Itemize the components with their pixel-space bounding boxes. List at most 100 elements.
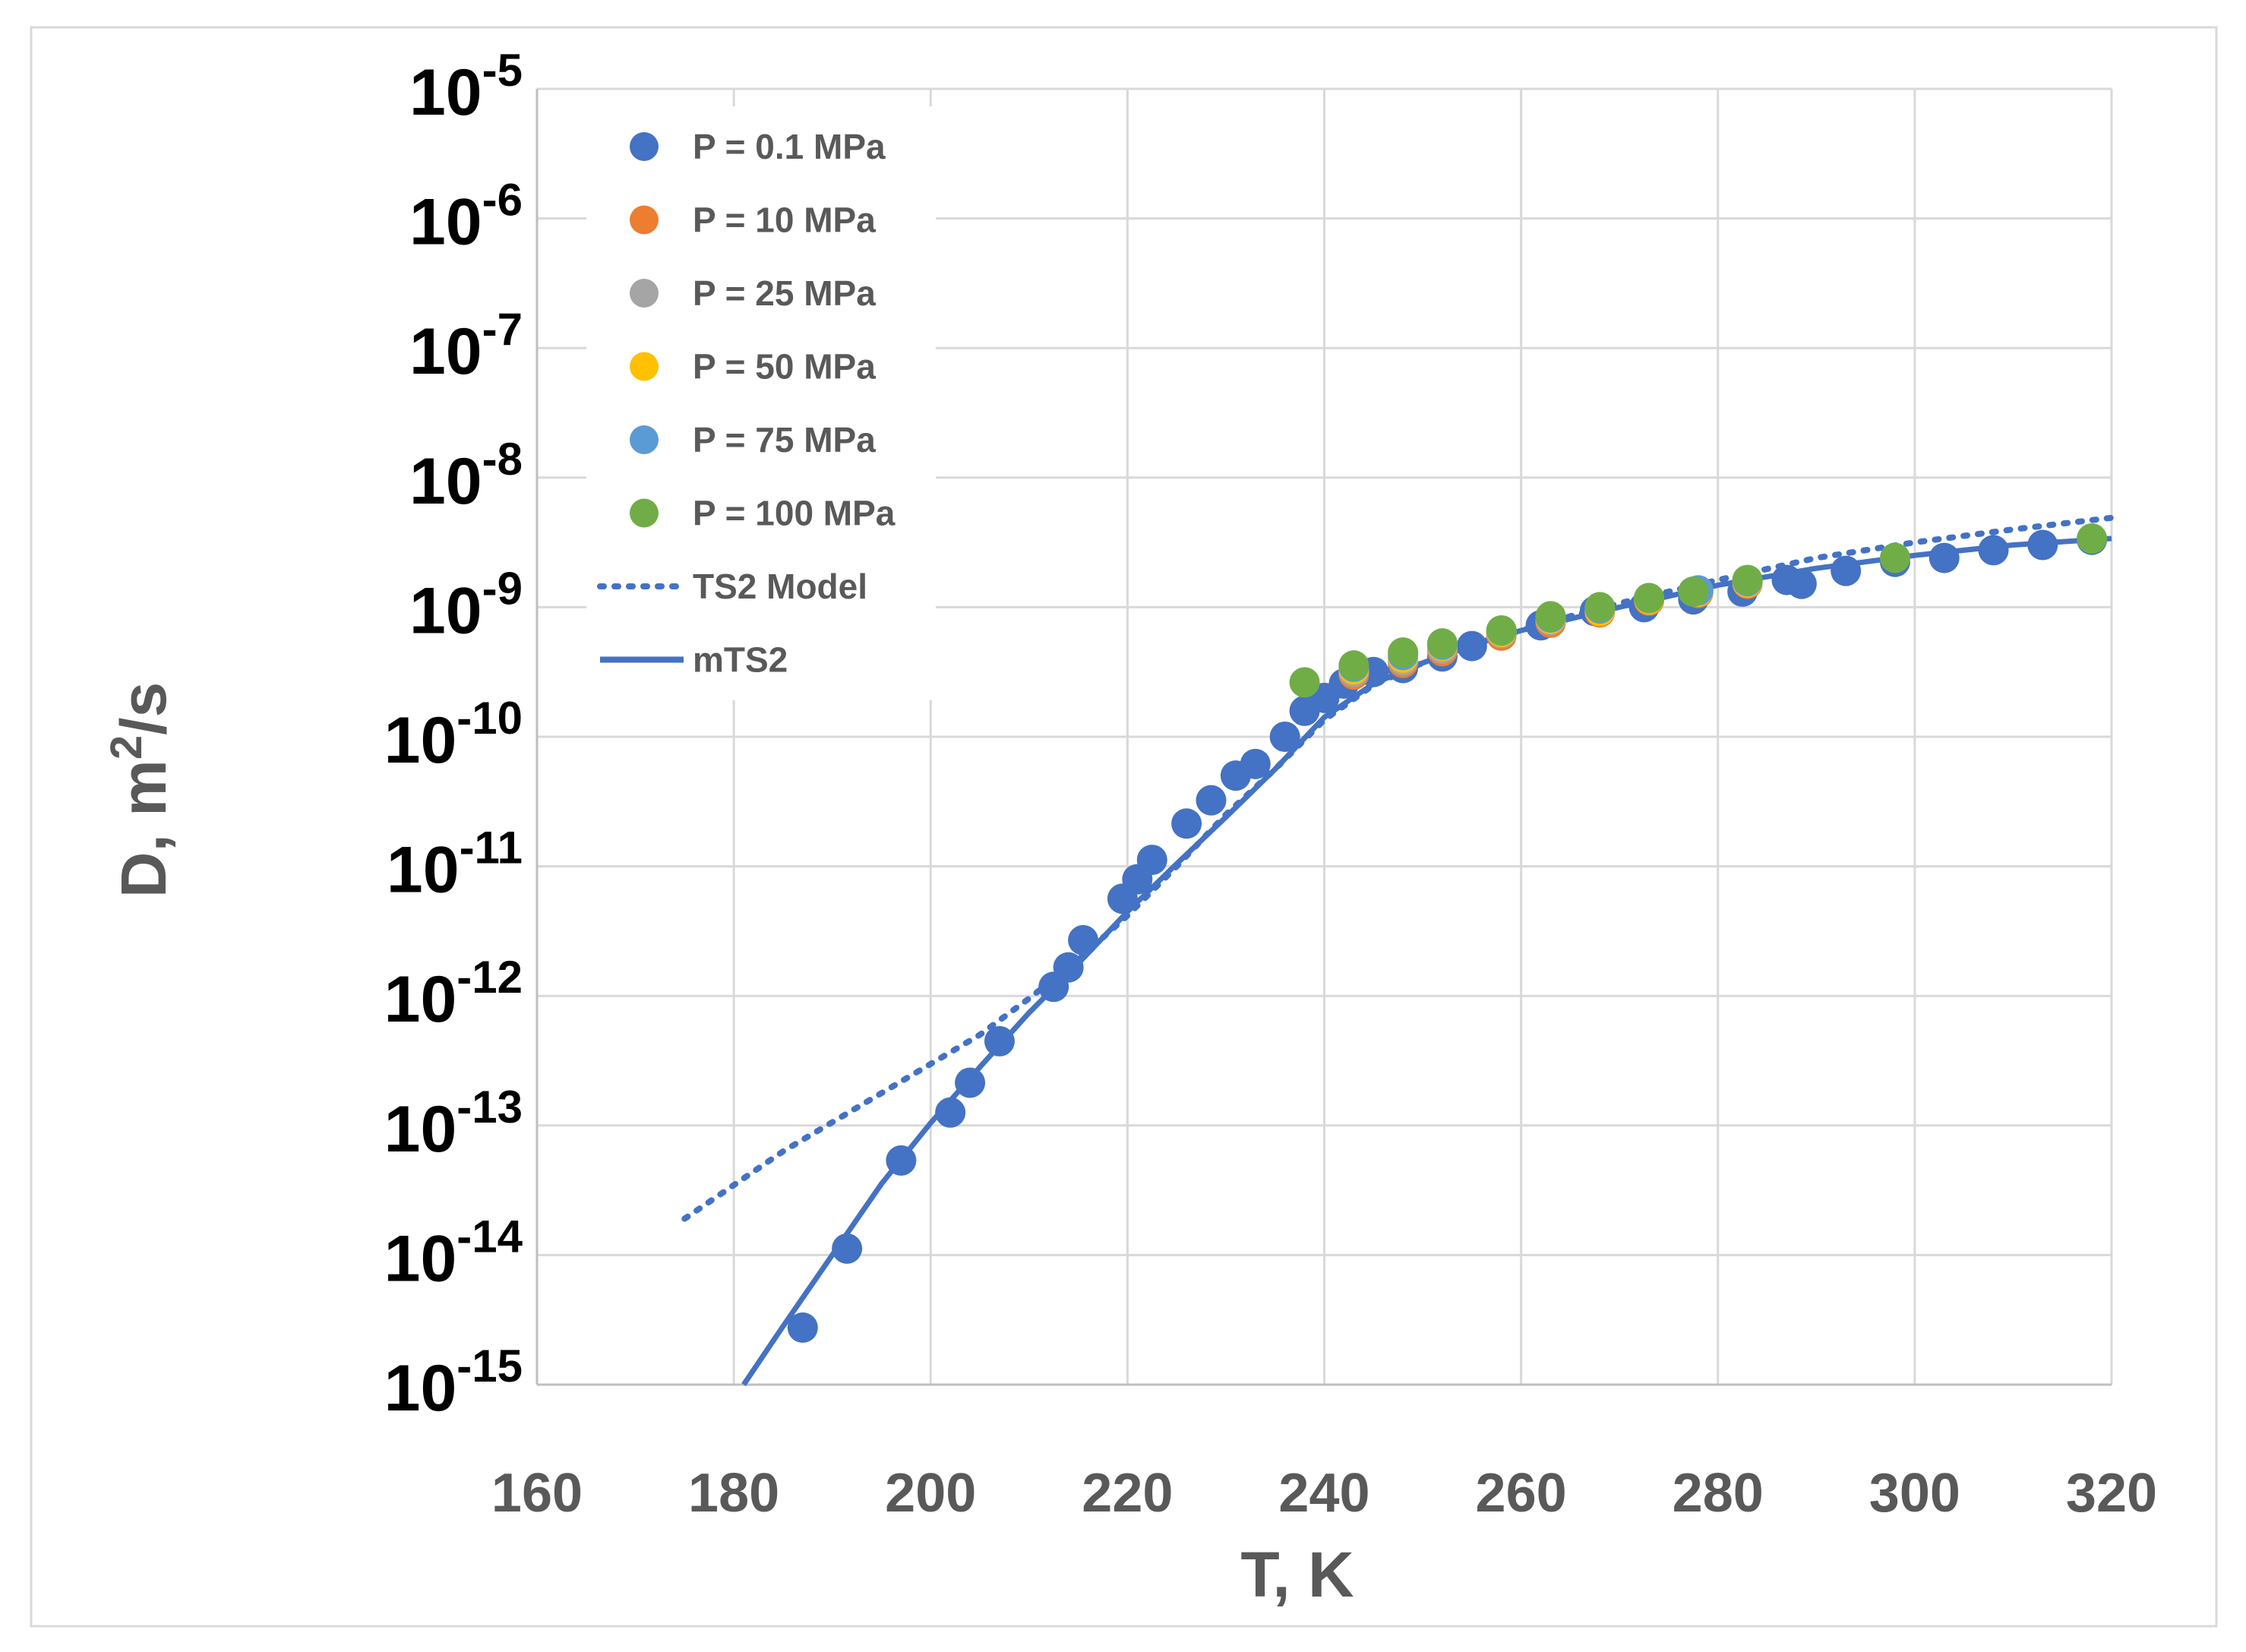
p-0-1-mpa-point [1978, 535, 2009, 566]
ts2-model-line [681, 514, 2115, 1222]
y-tick-label-base: 10 [384, 963, 457, 1036]
y-tick-label-base: 10 [384, 1222, 457, 1295]
p-0-1-mpa-point [955, 1067, 986, 1098]
p-0-1-mpa-point [1053, 952, 1084, 983]
p-0-1-mpa-point [1068, 924, 1099, 956]
y-tick-label-base: 10 [387, 834, 460, 907]
p-100-mpa-point [1678, 576, 1709, 607]
y-tick-label-base: 10 [409, 445, 482, 518]
x-tick-label: 260 [1476, 1463, 1567, 1524]
y-tick-label-exponent: -6 [482, 175, 523, 226]
legend-label-p-25-mpa: P = 25 MPa [693, 273, 876, 313]
legend-label-p-10-mpa: P = 10 MPa [693, 201, 876, 240]
p-100-mpa-point [1879, 542, 1910, 573]
y-tick-label-exponent: -14 [456, 1211, 523, 1262]
p-100-mpa-point [1732, 564, 1763, 595]
x-axis-title: T, K [1240, 1539, 1354, 1610]
y-tick-label-base: 10 [409, 186, 482, 259]
legend-marker-p-100-mpa [630, 498, 659, 528]
y-axis-title-tail: /s [108, 682, 179, 735]
y-tick-label: 10-7 [409, 304, 523, 388]
x-tick-label: 180 [688, 1463, 779, 1524]
y-tick-label-exponent: -7 [482, 304, 523, 355]
x-tick-label: 280 [1673, 1463, 1764, 1524]
y-tick-label-exponent: -12 [456, 952, 523, 1003]
p-0-1-mpa-point [1456, 630, 1487, 662]
x-tick-label: 160 [491, 1463, 583, 1524]
x-tick-label: 320 [2066, 1463, 2157, 1524]
y-tick-label-base: 10 [384, 1093, 457, 1166]
p-100-mpa-point [1338, 650, 1369, 681]
y-tick-label-exponent: -10 [456, 693, 523, 744]
legend-label-p-0-1-mpa: P = 0.1 MPa [693, 127, 886, 166]
legend-label-p-50-mpa: P = 50 MPa [693, 347, 876, 387]
y-tick-label-exponent: -11 [460, 823, 523, 873]
legend-label-p-100-mpa: P = 100 MPa [693, 494, 896, 533]
p-0-1-mpa-point [1831, 555, 1862, 586]
axes [535, 89, 2112, 1386]
y-axis-title: D, m2/s [102, 682, 180, 898]
x-tick-label: 240 [1278, 1463, 1369, 1524]
data-points [787, 523, 2108, 1343]
p-100-mpa-point [1289, 667, 1320, 698]
p-100-mpa-point [1535, 601, 1566, 632]
x-tick-label: 300 [1869, 1463, 1960, 1524]
legend-label-mts2: mTS2 [693, 640, 788, 680]
p-0-1-mpa-point [1929, 542, 1960, 573]
y-tick-label-exponent: -9 [482, 563, 523, 614]
p-0-1-mpa-point [787, 1312, 818, 1343]
y-axis-title-main: D, m [108, 760, 179, 898]
legend-label-p-75-mpa: P = 75 MPa [693, 420, 876, 460]
p-0-1-mpa-point [1240, 748, 1271, 779]
y-axis-title-superscript: 2 [102, 735, 151, 760]
p-100-mpa-point [1584, 592, 1616, 623]
p-0-1-mpa-point [2027, 529, 2058, 561]
p-0-1-mpa-point [1269, 722, 1300, 752]
y-tick-label: 10-6 [409, 175, 523, 259]
p-0-1-mpa-point [935, 1097, 966, 1128]
y-tick-label-exponent: -8 [482, 434, 523, 485]
p-100-mpa-point [1426, 628, 1458, 659]
legend-marker-p-0-1-mpa [630, 132, 659, 161]
y-tick-label: 10-10 [384, 693, 523, 777]
y-tick-label-base: 10 [384, 1352, 457, 1425]
y-tick-label-exponent: -15 [456, 1341, 523, 1391]
y-tick-label-exponent: -13 [456, 1082, 523, 1132]
y-tick-label: 10-9 [409, 563, 523, 647]
y-tick-label: 10-5 [409, 45, 523, 129]
p-0-1-mpa-point [1136, 845, 1167, 876]
legend-marker-p-50-mpa [630, 352, 659, 381]
y-tick-label-exponent: -5 [482, 45, 523, 96]
legend-marker-p-75-mpa [630, 425, 659, 454]
legend-box [586, 106, 936, 700]
p-100-mpa-point [1388, 637, 1419, 668]
chart-frame [30, 26, 2218, 1628]
legend-label-ts2-model: TS2 Model [693, 567, 867, 606]
y-tick-label: 10-12 [384, 952, 523, 1036]
y-tick-label-base: 10 [384, 704, 457, 777]
y-tick-label-base: 10 [409, 574, 482, 647]
y-tick-label: 10-15 [384, 1341, 523, 1425]
p-0-1-mpa-point [886, 1145, 917, 1176]
p-100-mpa-point [2077, 523, 2108, 554]
legend-marker-p-10-mpa [630, 205, 659, 235]
legend: P = 0.1 MPa P = 10 MPa P = 25 MPa P = 50 MP… [586, 106, 936, 700]
y-tick-label: 10-11 [387, 823, 523, 907]
y-tick-label-base: 10 [409, 315, 482, 388]
p-0-1-mpa-point [1786, 568, 1817, 599]
x-tick-label: 220 [1082, 1463, 1173, 1524]
y-tick-label-base: 10 [409, 56, 482, 129]
p-0-1-mpa-point [1171, 808, 1202, 839]
p-100-mpa-point [1634, 583, 1665, 614]
y-tick-label: 10-8 [409, 434, 523, 518]
p-0-1-mpa-point [1196, 785, 1227, 816]
tick-labels: 160 180 200 220 240 260 280 300 32010-510-610-71… [384, 45, 2157, 1524]
p-100-mpa-point [1486, 615, 1517, 646]
y-tick-label: 10-14 [384, 1211, 523, 1295]
x-tick-label: 200 [885, 1463, 976, 1524]
p-0-1-mpa-point [984, 1025, 1015, 1057]
y-tick-label: 10-13 [384, 1082, 523, 1166]
legend-marker-p-25-mpa [630, 279, 659, 308]
p-0-1-mpa-point [832, 1233, 863, 1264]
